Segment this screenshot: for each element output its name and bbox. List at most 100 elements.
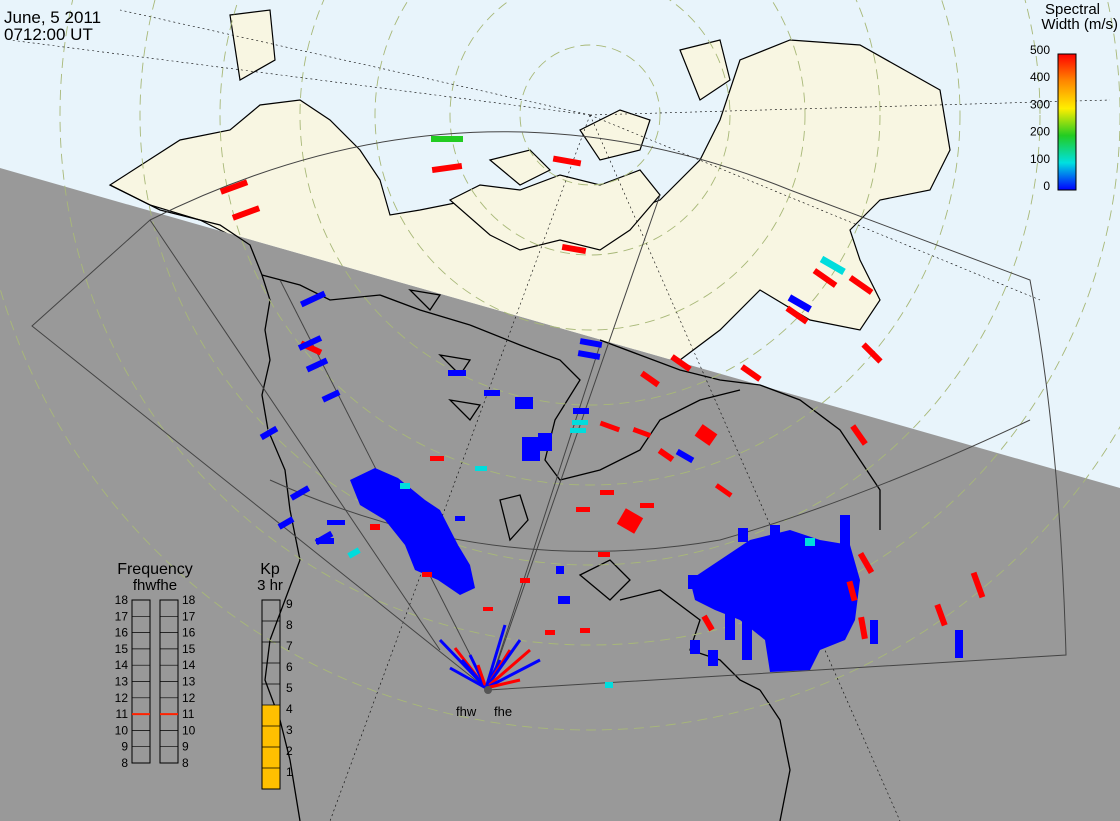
echo (970, 571, 986, 599)
colorbar-title-1: Spectral (1045, 1, 1100, 18)
frequency-title: Frequency (117, 561, 193, 578)
echo (640, 370, 660, 388)
radar-label-east: fhe (494, 704, 512, 719)
echo (688, 575, 700, 589)
frequency-panel: Frequency fhwfhe 18 18 17 17 16 16 15 15 14 14 13 1… (115, 561, 196, 770)
echo (787, 294, 812, 313)
date-label: June, 5 2011 (4, 8, 101, 27)
echo (598, 552, 610, 557)
radar-label-west: fhw (456, 704, 477, 719)
echo (605, 682, 613, 688)
frequency-scale-right: 9 (182, 740, 189, 754)
kp-scale-label: 8 (286, 618, 293, 632)
frequency-scale-left: 13 (115, 675, 129, 689)
echo (840, 515, 850, 545)
echo (484, 390, 500, 396)
echo (572, 420, 588, 425)
echo (570, 428, 586, 433)
echo (632, 427, 652, 438)
colorbar-tick-label: 200 (1030, 125, 1050, 139)
colorbar-tick-label: 300 (1030, 97, 1050, 111)
colorbar-tick-label: 500 (1030, 43, 1050, 57)
frequency-scale-right: 8 (182, 756, 189, 770)
frequency-subtitle: fhwfhe (133, 577, 177, 594)
frequency-scale-right: 11 (182, 707, 195, 721)
echo (616, 508, 644, 534)
echo (740, 364, 762, 382)
echo (812, 268, 838, 288)
echo (422, 572, 432, 577)
frequency-scale-left: 8 (121, 756, 128, 770)
radar-site-dot (484, 686, 492, 694)
kp-scale-label: 1 (286, 765, 293, 779)
echo (316, 538, 334, 544)
colorbar-tick-label: 400 (1030, 70, 1050, 84)
radar-echoes (219, 136, 986, 690)
echo (561, 243, 587, 255)
echo (850, 424, 868, 446)
echo (277, 516, 295, 530)
echoes-near-range (438, 624, 541, 690)
echo (599, 420, 621, 433)
echo (805, 538, 815, 546)
echo (430, 456, 444, 461)
time-label: 0712:00 UT (4, 25, 93, 44)
echo (714, 483, 733, 498)
echo (694, 424, 718, 446)
longitude-grid (9, 9, 1111, 821)
colorbar-tick-label: 0 (1043, 179, 1050, 193)
frequency-scale-right: 10 (182, 723, 196, 737)
echo (231, 205, 261, 221)
echo (861, 342, 883, 364)
echo (701, 614, 715, 632)
echo (785, 305, 809, 325)
echo (819, 255, 846, 275)
echo (870, 620, 878, 644)
latitude-grid (0, 0, 1120, 731)
echo (858, 616, 868, 640)
echo (327, 520, 345, 525)
frequency-scale-left: 18 (115, 593, 129, 607)
echoes-blue (259, 290, 963, 666)
echo (455, 516, 465, 521)
echo (573, 408, 589, 414)
echo (934, 603, 948, 627)
echo (675, 448, 695, 464)
echo (520, 578, 530, 583)
echo (483, 607, 493, 611)
kp-bar (261, 599, 281, 790)
echo (657, 447, 675, 463)
echo (770, 525, 780, 543)
kp-scale-label: 9 (286, 597, 293, 611)
kp-title: Kp (260, 561, 280, 578)
echo (400, 483, 410, 489)
kp-scale-label: 7 (286, 639, 293, 653)
echo (448, 370, 466, 376)
echo (347, 547, 361, 559)
echo (725, 610, 735, 640)
echo (297, 335, 323, 351)
frequency-scale-left: 11 (116, 707, 129, 721)
echo (321, 389, 341, 403)
kp-panel: Kp 3 hr 9 8 7 6 5 4 3 2 1 (257, 561, 293, 790)
colorbar: Spectral Width (m/s) 500 400 300 200 100 0 (1030, 1, 1118, 193)
echo (670, 354, 692, 372)
frequency-scale-right: 15 (182, 642, 196, 656)
echo (577, 350, 601, 360)
frequency-scale-left: 12 (115, 691, 129, 705)
frequency-scale-right: 14 (182, 658, 196, 672)
kp-scale-label: 2 (286, 744, 293, 758)
echo (955, 630, 963, 658)
frequency-scale-left: 16 (115, 626, 129, 640)
echo (742, 620, 752, 660)
echo (579, 338, 603, 348)
echo (708, 650, 718, 666)
echo (259, 425, 279, 441)
echo (690, 640, 700, 654)
echo (738, 528, 748, 542)
frequency-scale-left: 17 (115, 609, 129, 623)
echoes-red (219, 155, 986, 640)
echo (558, 596, 570, 604)
echo (580, 628, 590, 633)
